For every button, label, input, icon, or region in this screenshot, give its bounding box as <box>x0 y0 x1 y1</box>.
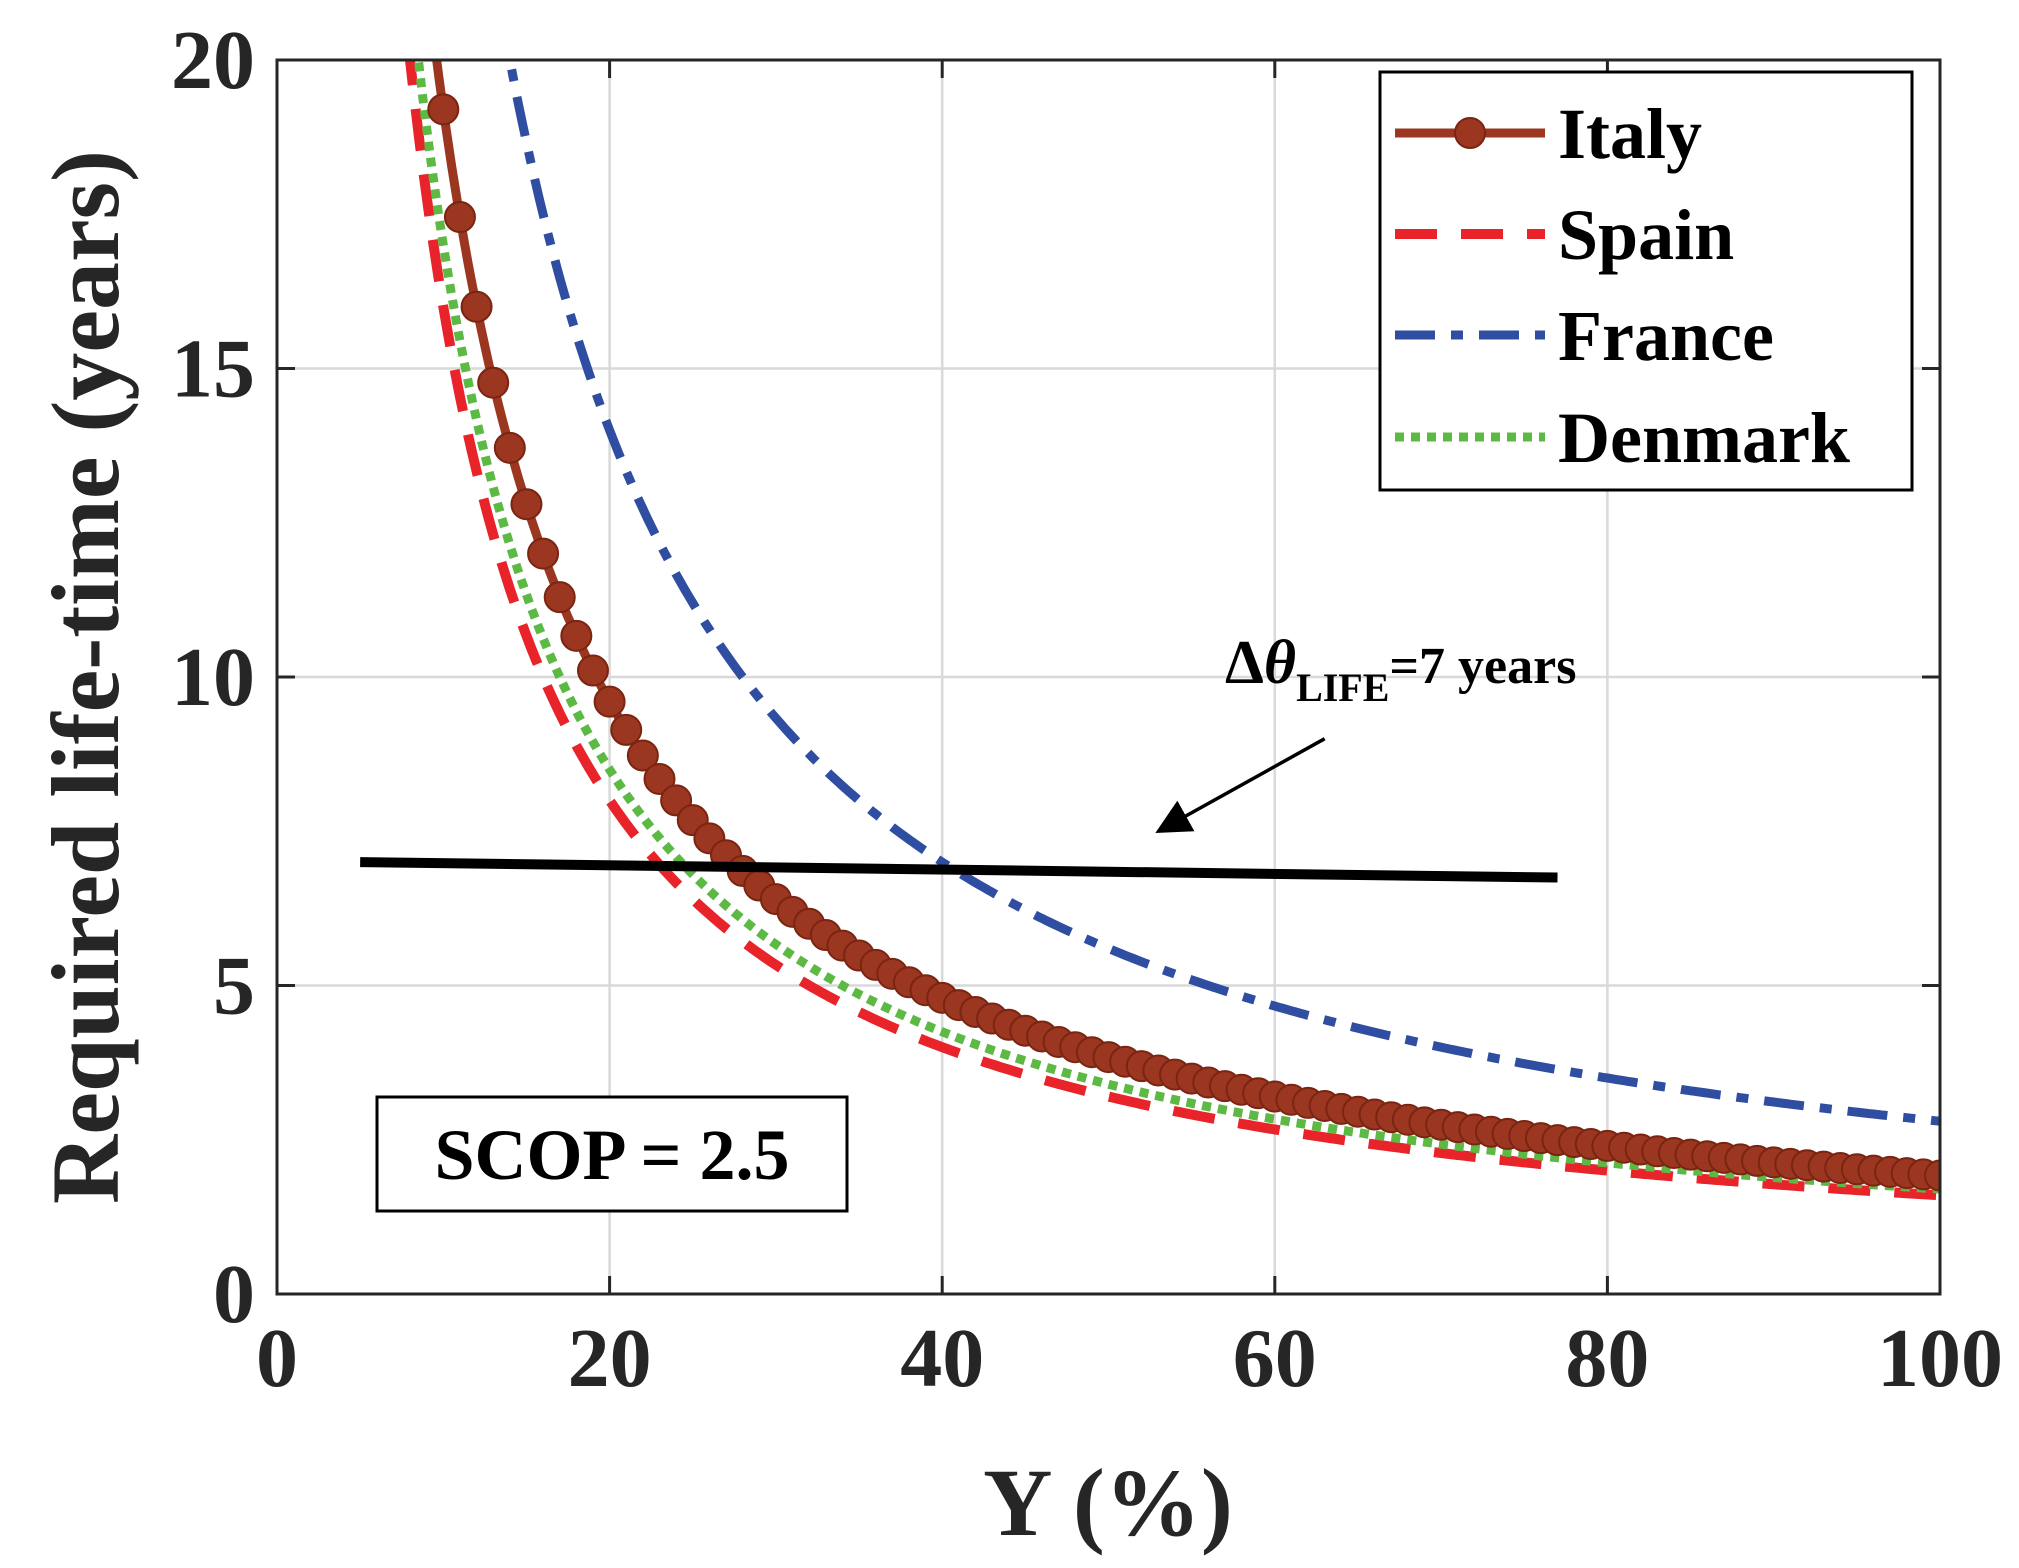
scop-textbox: SCOP = 2.5 <box>375 1095 849 1213</box>
x-tick-label: 0 <box>256 1312 298 1405</box>
y-tick-label: 0 <box>213 1248 255 1341</box>
reference-line <box>360 857 1558 883</box>
series-point-italy <box>1924 1159 1940 1192</box>
annotation-text: ΔθLIFE=7 years <box>1225 629 1576 710</box>
x-tick-label: 40 <box>900 1312 984 1405</box>
series-point-italy <box>460 290 493 323</box>
y-tick-label: 20 <box>171 14 255 107</box>
x-axis-label: Y (%) <box>983 1449 1233 1556</box>
series-layer <box>404 60 1940 1201</box>
series-point-italy <box>643 762 676 795</box>
annotation: ΔθLIFE=7 years <box>1155 629 1576 833</box>
series-point-italy <box>626 739 659 772</box>
legend-marker-italy <box>1454 117 1486 149</box>
legend-label-italy: Italy <box>1558 94 1702 174</box>
y-axis-label: Required life-time (years) <box>32 150 139 1204</box>
annotation-delta: Δ <box>1225 629 1264 697</box>
series-point-italy <box>510 488 543 521</box>
reference-layer <box>360 857 1558 883</box>
x-tick-label: 80 <box>1565 1312 1649 1405</box>
series-point-italy <box>527 537 560 570</box>
scop-label: SCOP = 2.5 <box>434 1115 789 1195</box>
x-tick-label: 20 <box>568 1312 652 1405</box>
legend: Italy Spain France Denmark <box>1378 70 1914 492</box>
series-point-italy <box>477 366 510 399</box>
y-tick-label: 5 <box>213 940 255 1033</box>
series-line-denmark <box>413 60 1940 1194</box>
y-tick-label: 10 <box>171 631 255 724</box>
annotation-arrow <box>1155 737 1326 833</box>
scop-box <box>375 1095 849 1213</box>
series-point-italy <box>427 93 460 126</box>
series-point-italy <box>576 654 609 687</box>
series-point-italy <box>560 619 593 652</box>
annotation-suffix: =7 years <box>1389 638 1576 695</box>
series-point-italy <box>593 685 626 718</box>
annotation-subscript: LIFE <box>1296 665 1389 710</box>
series-point-italy <box>443 201 476 234</box>
x-tick-label: 100 <box>1877 1312 2003 1405</box>
legend-label-spain: Spain <box>1558 195 1734 275</box>
series-point-italy <box>543 581 576 614</box>
y-tick-label: 15 <box>171 323 255 416</box>
legend-label-france: France <box>1558 296 1774 376</box>
series-point-italy <box>610 713 643 746</box>
series-point-italy <box>493 431 526 464</box>
series-line-france <box>505 60 1940 1126</box>
x-tick-label: 60 <box>1233 1312 1317 1405</box>
axis-ticks: 0 20 40 60 80 100 0 5 10 15 20 <box>171 14 2003 1405</box>
annotation-theta: θ <box>1264 629 1296 697</box>
legend-label-denmark: Denmark <box>1558 398 1850 478</box>
